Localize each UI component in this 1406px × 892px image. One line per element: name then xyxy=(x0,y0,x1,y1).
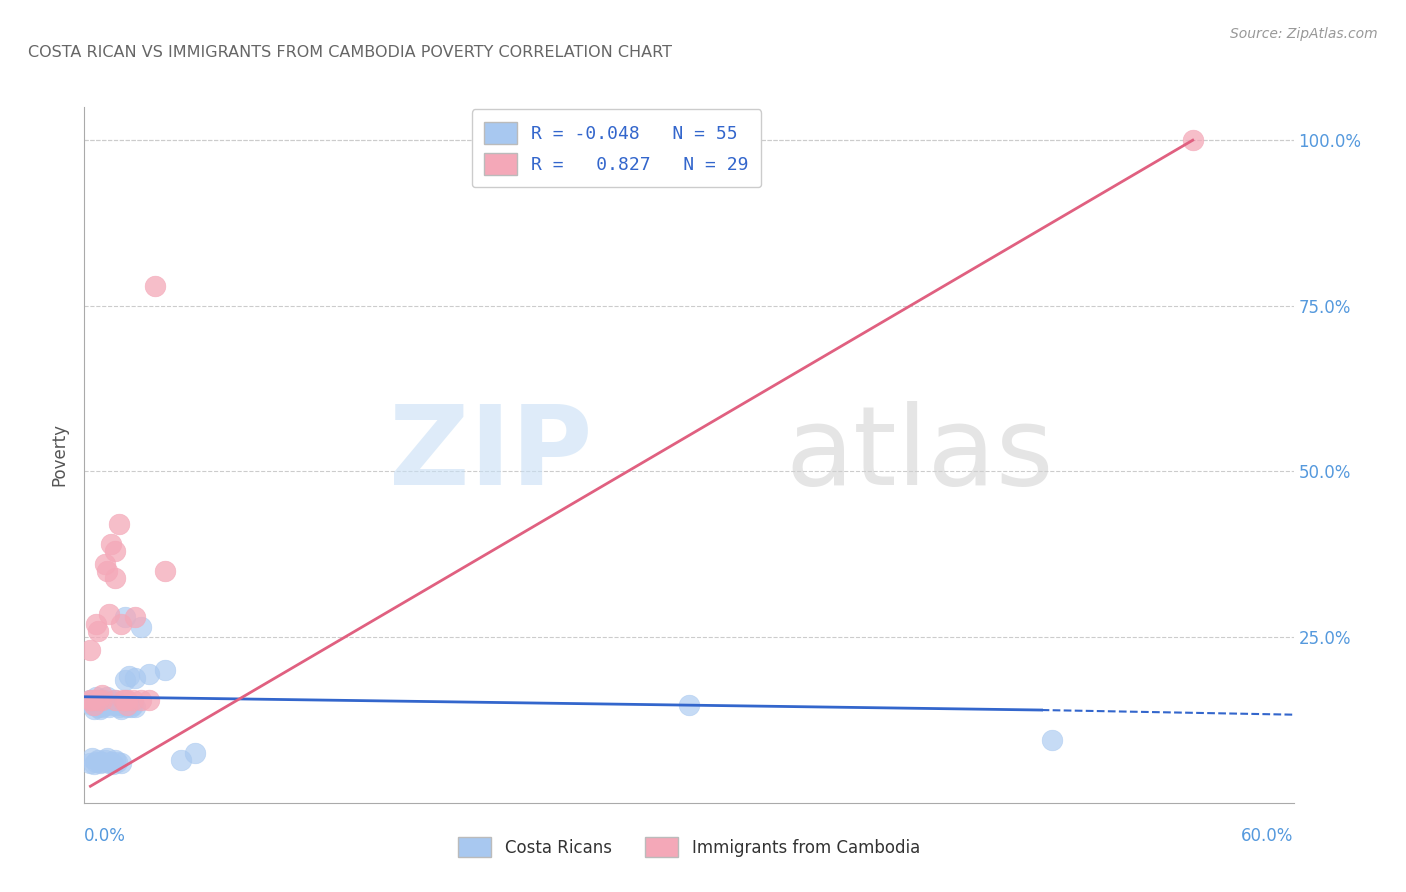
Point xyxy=(101,757,124,772)
Text: Source: ZipAtlas.com: Source: ZipAtlas.com xyxy=(1230,27,1378,41)
Point xyxy=(82,698,104,712)
Point xyxy=(89,702,111,716)
Point xyxy=(105,755,128,769)
Point xyxy=(104,753,127,767)
Point xyxy=(120,699,142,714)
Point xyxy=(107,699,129,714)
Y-axis label: Poverty: Poverty xyxy=(51,424,69,486)
Point xyxy=(91,693,114,707)
Point xyxy=(124,671,146,685)
Point xyxy=(124,610,146,624)
Point xyxy=(87,699,110,714)
Point xyxy=(129,620,152,634)
Point xyxy=(79,693,101,707)
Point xyxy=(96,690,118,704)
Legend: Costa Ricans, Immigrants from Cambodia: Costa Ricans, Immigrants from Cambodia xyxy=(451,830,927,864)
Text: atlas: atlas xyxy=(786,401,1054,508)
Point xyxy=(79,693,101,707)
Point xyxy=(111,698,134,712)
Point xyxy=(1040,732,1063,747)
Point xyxy=(86,616,108,631)
Point xyxy=(86,755,108,769)
Point xyxy=(678,698,700,712)
Point xyxy=(101,695,124,709)
Point xyxy=(118,698,141,712)
Point xyxy=(87,753,110,767)
Point xyxy=(100,537,122,551)
Point xyxy=(87,693,110,707)
Point xyxy=(104,693,127,707)
Point xyxy=(83,698,105,712)
Point xyxy=(124,699,146,714)
Point xyxy=(170,753,193,767)
Point xyxy=(96,564,118,578)
Point xyxy=(114,610,136,624)
Point xyxy=(1181,133,1204,147)
Point xyxy=(79,756,101,770)
Point xyxy=(86,690,108,704)
Point xyxy=(121,693,143,707)
Point xyxy=(100,698,122,712)
Point xyxy=(79,643,101,657)
Point xyxy=(110,756,132,770)
Point xyxy=(153,663,176,677)
Point xyxy=(121,698,143,712)
Point xyxy=(97,756,120,770)
Point xyxy=(104,544,127,558)
Point xyxy=(115,693,138,707)
Point xyxy=(91,695,114,709)
Point xyxy=(89,756,111,770)
Point xyxy=(91,689,114,703)
Point xyxy=(129,693,152,707)
Point xyxy=(93,558,115,572)
Point xyxy=(114,673,136,688)
Point xyxy=(143,279,166,293)
Text: ZIP: ZIP xyxy=(389,401,592,508)
Point xyxy=(111,693,134,707)
Point xyxy=(83,693,105,707)
Point xyxy=(138,666,160,681)
Point xyxy=(104,693,127,707)
Point xyxy=(91,699,114,714)
Point xyxy=(110,616,132,631)
Point xyxy=(82,693,104,707)
Point xyxy=(115,698,138,712)
Text: COSTA RICAN VS IMMIGRANTS FROM CAMBODIA POVERTY CORRELATION CHART: COSTA RICAN VS IMMIGRANTS FROM CAMBODIA … xyxy=(28,45,672,60)
Point xyxy=(93,698,115,712)
Point xyxy=(184,746,207,760)
Point xyxy=(97,699,120,714)
Point xyxy=(105,698,128,712)
Point xyxy=(138,693,160,707)
Point xyxy=(107,517,129,532)
Point xyxy=(89,698,111,712)
Point xyxy=(97,607,120,621)
Point xyxy=(87,693,110,707)
Point xyxy=(104,570,127,584)
Point xyxy=(87,624,110,638)
Point xyxy=(93,753,115,767)
Point xyxy=(86,697,108,711)
Point xyxy=(82,750,104,764)
Point xyxy=(110,702,132,716)
Point xyxy=(115,699,138,714)
Point xyxy=(118,668,141,682)
Point xyxy=(93,693,115,707)
Point xyxy=(100,755,122,769)
Point xyxy=(96,695,118,709)
Text: 0.0%: 0.0% xyxy=(84,827,127,845)
Point xyxy=(153,564,176,578)
Text: 60.0%: 60.0% xyxy=(1241,827,1294,845)
Point xyxy=(96,750,118,764)
Point xyxy=(83,702,105,716)
Point xyxy=(83,757,105,772)
Point xyxy=(114,693,136,707)
Point xyxy=(91,755,114,769)
